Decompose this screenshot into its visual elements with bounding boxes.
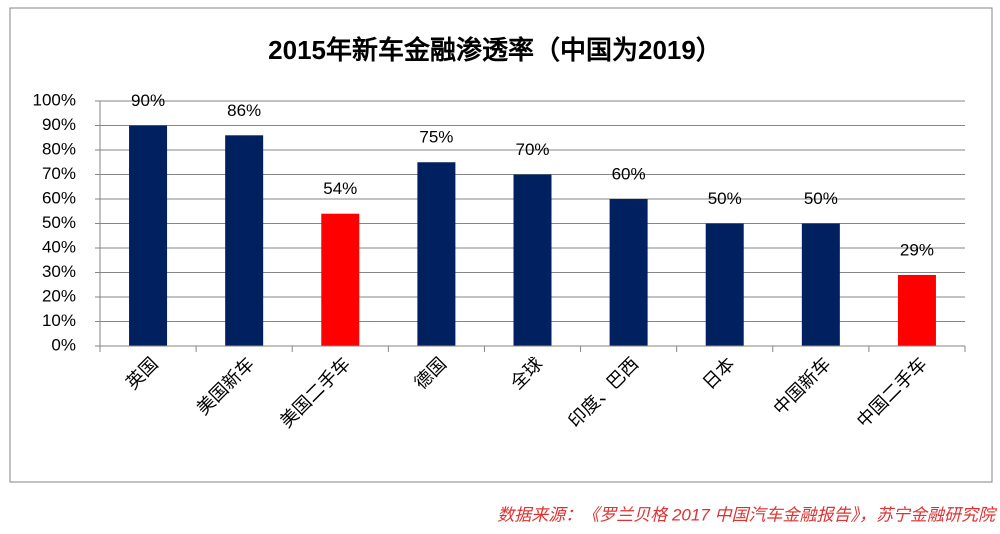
y-tick-label: 80%	[42, 139, 76, 158]
bar	[129, 125, 168, 346]
y-tick-label: 100%	[33, 90, 76, 109]
value-label: 54%	[323, 179, 357, 198]
y-tick-label: 10%	[42, 311, 76, 330]
y-tick-label: 30%	[42, 262, 76, 281]
y-tick-label: 60%	[42, 188, 76, 207]
value-label: 86%	[227, 101, 261, 120]
value-label: 60%	[612, 164, 646, 183]
value-label: 70%	[515, 140, 549, 159]
value-label: 29%	[900, 240, 934, 259]
source-note: 数据来源：《罗兰贝格 2017 中国汽车金融报告》，苏宁金融研究院	[497, 505, 998, 524]
bar	[897, 274, 936, 346]
y-tick-label: 40%	[42, 237, 76, 256]
value-label: 50%	[804, 189, 838, 208]
y-tick-label: 0%	[51, 335, 76, 354]
bar	[417, 162, 456, 346]
y-tick-label: 20%	[42, 286, 76, 305]
y-tick-label: 90%	[42, 115, 76, 134]
bar	[609, 199, 648, 346]
bar	[513, 174, 552, 346]
bar	[321, 213, 360, 346]
value-label: 75%	[419, 128, 453, 147]
bar	[801, 223, 840, 346]
chart-title: 2015年新车金融渗透率（中国为2019）	[268, 35, 722, 65]
value-label: 90%	[131, 91, 165, 110]
value-label: 50%	[708, 189, 742, 208]
bar	[705, 223, 744, 346]
bar	[225, 135, 264, 346]
y-tick-label: 70%	[42, 164, 76, 183]
y-tick-label: 50%	[42, 213, 76, 232]
